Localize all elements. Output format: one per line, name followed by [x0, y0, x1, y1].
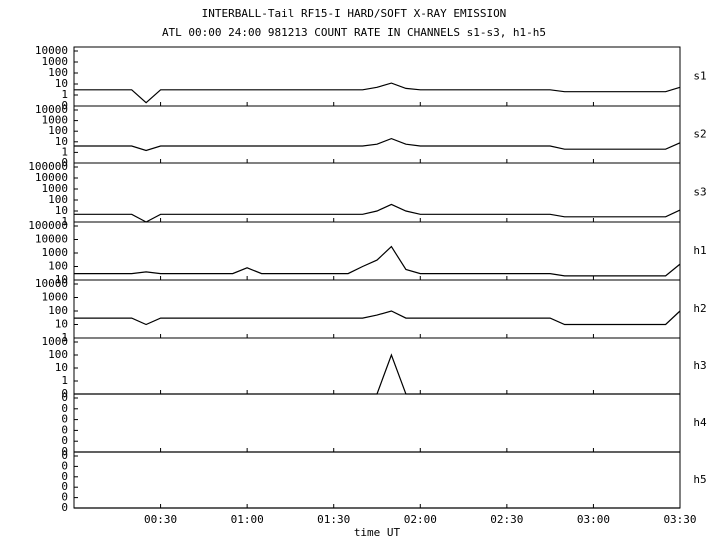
- y-tick-label: 10000: [35, 103, 68, 116]
- y-tick-label: 10: [55, 135, 68, 148]
- channel-label: s2: [693, 128, 706, 141]
- y-tick-label: 1000: [42, 291, 69, 304]
- y-tick-label: 0: [61, 501, 68, 514]
- channel-label: h5: [693, 473, 706, 486]
- y-tick-label: 100000: [28, 160, 68, 173]
- y-tick-label: 0: [61, 423, 68, 436]
- data-line: [74, 137, 681, 152]
- y-tick-label: 100: [48, 348, 68, 361]
- y-tick-label: 10: [55, 77, 68, 90]
- y-tick-label: 0: [61, 434, 68, 447]
- y-tick-label: 100: [48, 193, 68, 206]
- y-tick-label: 100: [48, 124, 68, 137]
- x-axis-label: time UT: [354, 526, 401, 539]
- y-tick-label: 10: [55, 204, 68, 217]
- y-tick-label: 1: [61, 374, 68, 387]
- y-tick-label: 0: [61, 413, 68, 426]
- data-line: [74, 245, 681, 277]
- x-tick-label: 02:00: [404, 513, 437, 526]
- data-line: [74, 310, 681, 326]
- y-tick-label: 10000: [35, 44, 68, 57]
- x-tick-label: 01:00: [231, 513, 264, 526]
- y-tick-label: 0: [61, 449, 68, 462]
- y-tick-label: 1: [61, 145, 68, 158]
- y-tick-label: 0: [61, 387, 68, 400]
- chart-subtitle: ATL 00:00 24:00 981213 COUNT RATE IN CHA…: [162, 26, 546, 39]
- x-tick-label: 03:30: [663, 513, 696, 526]
- x-tick-label: 01:30: [317, 513, 350, 526]
- y-tick-label: 100: [48, 260, 68, 273]
- data-line: [74, 203, 681, 223]
- y-tick-label: 1000: [42, 114, 69, 127]
- y-tick-label: 10000: [35, 171, 68, 184]
- y-tick-label: 0: [61, 391, 68, 404]
- y-tick-label: 0: [61, 459, 68, 472]
- channel-label: s1: [693, 70, 706, 83]
- y-tick-label: 0: [61, 480, 68, 493]
- y-tick-label: 10: [55, 361, 68, 374]
- channel-label: h3: [693, 359, 706, 372]
- y-tick-label: 10000: [35, 277, 68, 290]
- y-tick-label: 1: [61, 331, 68, 344]
- x-tick-label: 00:30: [144, 513, 177, 526]
- y-tick-label: 1: [61, 215, 68, 228]
- y-tick-label: 1000: [42, 182, 69, 195]
- y-tick-label: 0: [61, 402, 68, 415]
- y-tick-label: 1000: [42, 246, 69, 259]
- channel-label: h2: [693, 302, 706, 315]
- y-tick-label: 0: [61, 99, 68, 112]
- x-tick-label: 02:30: [490, 513, 523, 526]
- y-tick-label: 1000: [42, 335, 69, 348]
- y-tick-label: 0: [61, 156, 68, 169]
- y-tick-label: 10000: [35, 233, 68, 246]
- channel-label: h4: [693, 416, 707, 429]
- chart-title: INTERBALL-Tail RF15-I HARD/SOFT X-RAY EM…: [202, 7, 507, 20]
- y-tick-label: 100000: [28, 219, 68, 232]
- y-tick-label: 100: [48, 66, 68, 79]
- y-tick-label: 100: [48, 304, 68, 317]
- y-tick-label: 0: [61, 445, 68, 458]
- data-line: [74, 82, 681, 104]
- x-tick-label: 03:00: [577, 513, 610, 526]
- y-tick-label: 0: [61, 491, 68, 504]
- y-tick-label: 10: [55, 273, 68, 286]
- y-tick-label: 1000: [42, 55, 69, 68]
- y-tick-label: 1: [61, 88, 68, 101]
- y-tick-label: 0: [61, 470, 68, 483]
- channel-label: s3: [693, 186, 706, 199]
- channel-label: h1: [693, 244, 706, 257]
- y-tick-label: 10: [55, 318, 68, 331]
